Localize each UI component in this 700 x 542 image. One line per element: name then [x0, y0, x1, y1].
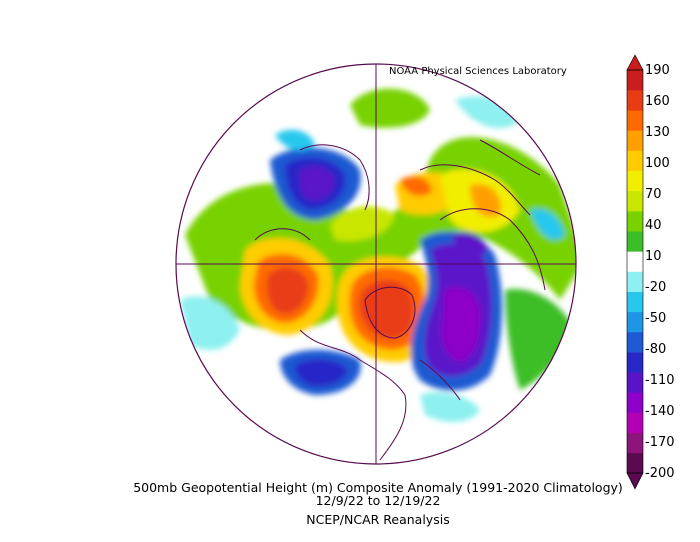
colorbar-swatch	[627, 372, 643, 393]
colorbar-swatch	[627, 432, 643, 454]
colorbar-swatch	[627, 211, 643, 232]
map-boundary-circle	[175, 63, 577, 465]
colorbar-swatch	[627, 352, 643, 373]
coastlines	[254, 139, 546, 461]
caption-source: NCEP/NCAR Reanalysis	[306, 512, 450, 527]
colorbar-swatch	[627, 150, 643, 172]
colorbar-tick: 40	[645, 218, 662, 233]
colorbar-tick: -80	[645, 342, 667, 357]
colorbar-swatch	[627, 170, 643, 192]
colorbar-swatch	[627, 392, 643, 413]
colorbar-tick: 70	[645, 187, 662, 202]
colorbar-tick: 160	[645, 94, 670, 109]
colorbar-tick: 190	[645, 63, 670, 78]
caption-title: 500mb Geopotential Height (m) Composite …	[133, 480, 623, 495]
colorbar-frame	[626, 69, 644, 474]
colorbar-swatch	[627, 271, 643, 292]
colorbar-tick: -110	[645, 373, 675, 388]
triangle-down-icon	[626, 472, 644, 490]
anomaly-field	[176, 64, 576, 464]
colorbar-tick: 100	[645, 156, 670, 171]
caption-dates: 12/9/22 to 12/19/22	[315, 493, 441, 508]
triangle-up-icon	[626, 54, 644, 71]
colorbar-swatch	[627, 90, 643, 111]
colorbar-tick: -200	[645, 466, 675, 481]
colorbar-swatch	[627, 412, 643, 433]
colorbar-swatch	[627, 291, 643, 313]
colorbar	[626, 54, 644, 490]
colorbar-swatch	[627, 130, 643, 151]
colorbar-tick: 130	[645, 125, 670, 140]
colorbar-swatch	[627, 311, 643, 333]
colorbar-swatch	[627, 110, 643, 131]
colorbar-tick: -140	[645, 404, 675, 419]
colorbar-swatch	[627, 251, 643, 272]
colorbar-tick: -170	[645, 435, 675, 450]
colorbar-tick: -20	[645, 280, 667, 295]
colorbar-swatch	[627, 70, 643, 91]
colorbar-tick: 10	[645, 249, 662, 264]
colorbar-tick: -50	[645, 311, 667, 326]
colorbar-swatch	[627, 190, 643, 212]
colorbar-swatch	[627, 231, 643, 252]
source-label: NOAA Physical Sciences Laboratory	[389, 66, 567, 77]
colorbar-swatch	[627, 331, 643, 353]
colorbar-swatch	[627, 452, 643, 474]
